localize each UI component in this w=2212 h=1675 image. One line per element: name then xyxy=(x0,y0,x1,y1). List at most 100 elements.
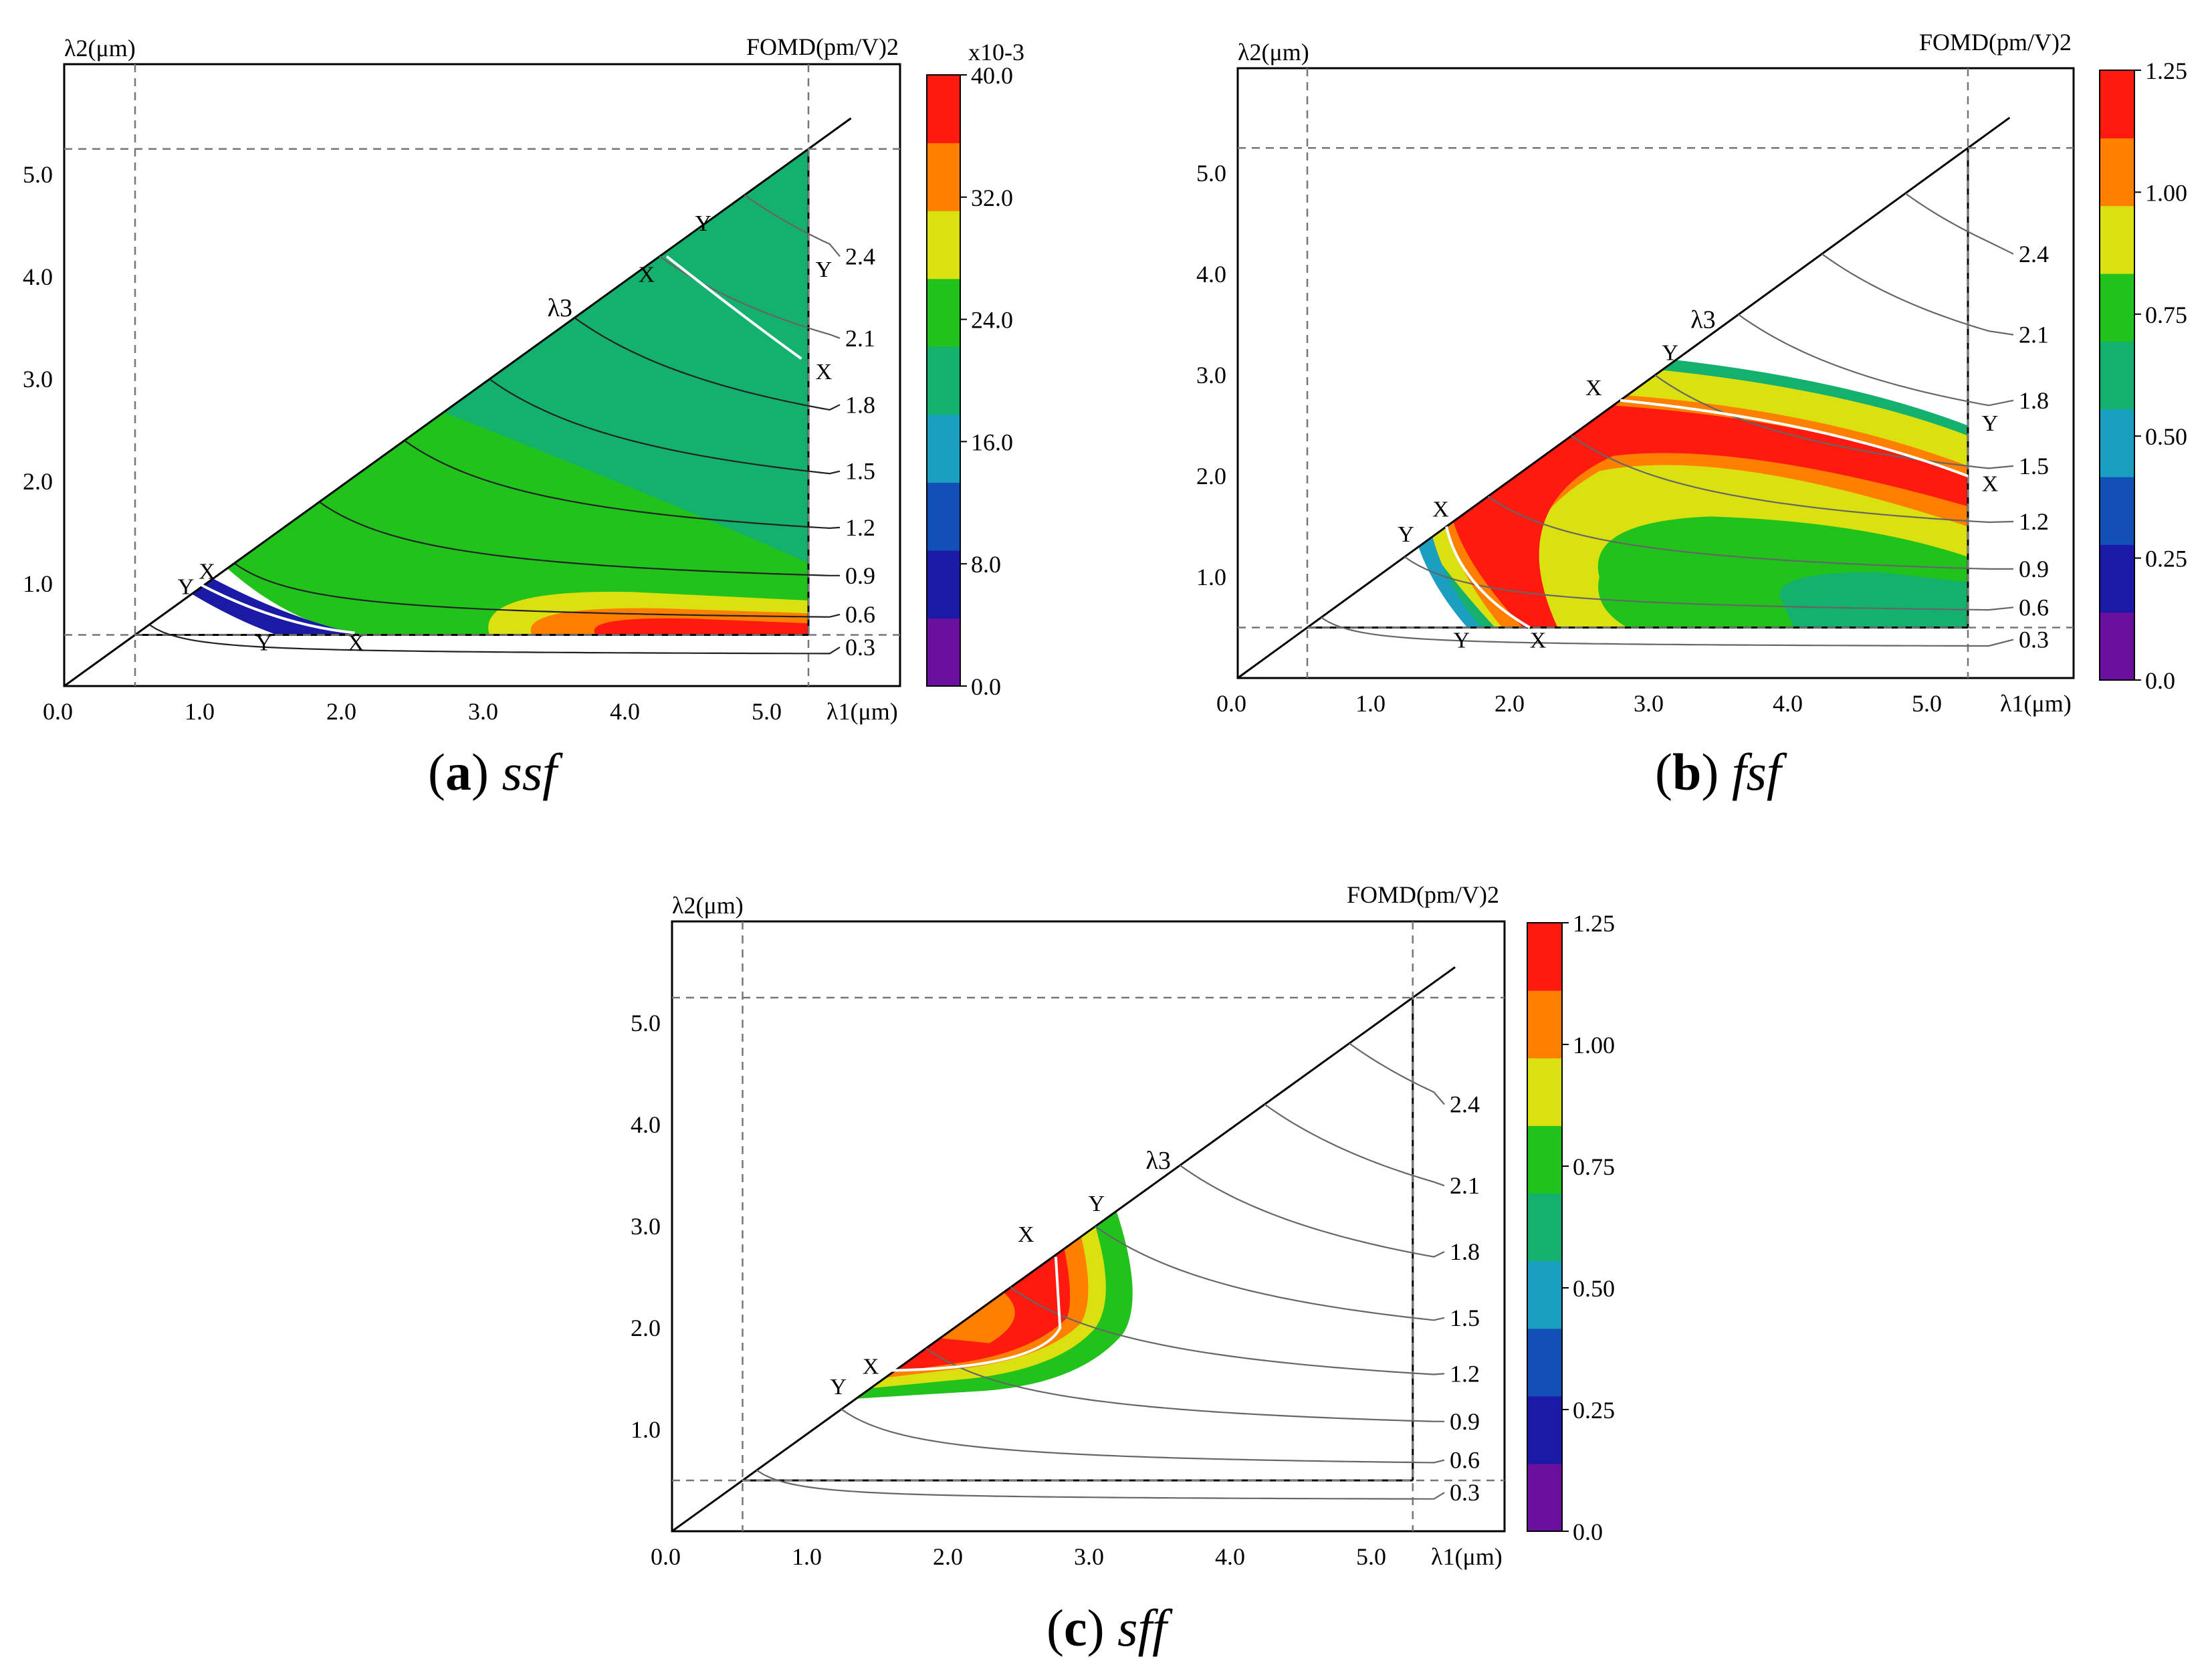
panel-b-colorbar-swatch-4 xyxy=(2100,341,2134,410)
panel-b-lambda3-contour-1_2 xyxy=(1571,435,2014,524)
panel-c-x-tick-2: 2.0 xyxy=(933,1543,963,1570)
panel-c-colorbar-swatch-5 xyxy=(1527,1125,1562,1194)
panel-b-colorbar-tick-2: 0.75 xyxy=(2145,302,2187,328)
panel-c-lambda3-contour-1_8 xyxy=(1179,1164,1445,1258)
panel-c-lambda3-contour-0_3 xyxy=(756,1469,1445,1500)
panel-b-boundary-label-5: Y xyxy=(1662,340,1678,365)
panel-c-diagonal xyxy=(671,966,1456,1533)
panel-b-colorbar-tick-0: 1.25 xyxy=(2145,58,2187,84)
panel-c-lambda3-axis-label: λ3 xyxy=(1146,1147,1171,1175)
panel-a-y-axis-label: λ2(μm) xyxy=(64,35,136,62)
panel-a-y-tick-0: 1.0 xyxy=(23,570,53,597)
caption-c-label: c xyxy=(1063,1599,1087,1657)
panel-a-colorbar-tick-0: 40.0 xyxy=(971,62,1013,89)
panel-c-y-axis-label: λ2(μm) xyxy=(672,892,744,919)
panel-c-colorbar-tick-4: 0.25 xyxy=(1573,1397,1615,1424)
panel-a-y-tick-3: 4.0 xyxy=(23,263,53,290)
panel-b-colorbar-tick-5: 0.0 xyxy=(2145,667,2175,694)
panel-a-boundary-label-0: Y xyxy=(178,574,195,599)
panel-a-fom-band-r xyxy=(594,618,808,635)
panel-c-colorbar-swatch-4 xyxy=(1527,1193,1562,1262)
panel-c-x-tick-5: 5.0 xyxy=(1356,1543,1386,1570)
panel-c-plot-frame xyxy=(671,920,1506,1533)
panel-b-colorbar-swatch-2 xyxy=(2100,477,2134,545)
panel-a-lambda3-contour-1_8 xyxy=(574,317,841,411)
panel-b-boundary-label-6: Y xyxy=(1982,411,1999,436)
panel-a-colorbar-tick-1: 32.0 xyxy=(971,185,1013,211)
panel-b-colorbar-swatch-1 xyxy=(2100,544,2134,613)
panel-c-x-boundary-curve xyxy=(883,1256,1062,1372)
panel-a-fom-band-edge xyxy=(191,578,362,635)
panel-c-lambda3-label-0_9: 0.9 xyxy=(1450,1408,1480,1435)
panel-b-fom-band-green-dark xyxy=(1779,572,1968,628)
panel-b-colorbar-tick-1: 1.00 xyxy=(2145,179,2187,206)
panel-c-y-tick-0: 1.0 xyxy=(631,1416,661,1443)
panel-c-colorbar-swatch-7 xyxy=(1527,990,1562,1058)
panel-c-lambda3-label-1_8: 1.8 xyxy=(1450,1238,1480,1265)
panel-b-x-tick-3: 3.0 xyxy=(1634,690,1664,717)
panel-a-colorbar-swatch-5 xyxy=(927,278,960,347)
panel-a-boundary-label-4: X xyxy=(639,263,655,288)
panel-c-colorbar-title: FOMD(pm/V)2 xyxy=(1347,881,1499,908)
panel-a-fom-band-blank xyxy=(135,568,362,635)
panel-c-colorbar-swatch-6 xyxy=(1527,1058,1562,1126)
panel-c-y-tick-3: 4.0 xyxy=(631,1111,661,1138)
panel-b-x-boundary-curve xyxy=(1445,399,1969,629)
caption-a-label: a xyxy=(445,743,471,801)
panel-a-boundary-label-5: Y xyxy=(695,211,711,236)
caption-a-name: ssf xyxy=(502,743,557,801)
panel-b-y-tick-0: 1.0 xyxy=(1196,564,1226,590)
panel-c-x-axis-label: λ1(μm) xyxy=(1431,1543,1503,1570)
panel-b-lambda3-contour-0_6 xyxy=(1404,556,2014,611)
panel-b-colorbar-swatch-6 xyxy=(2100,205,2134,274)
panel-a-colorbar-title: FOMD(pm/V)2 xyxy=(746,33,899,60)
panel-c-colorbar-tick-2: 0.75 xyxy=(1573,1153,1615,1180)
panel-b-x-axis-label: λ1(μm) xyxy=(2000,690,2072,717)
panel-b-colorbar-swatch-7 xyxy=(2100,138,2134,207)
panel-b-boundary-label-1: X xyxy=(1432,497,1449,522)
caption-b: (b) fsf xyxy=(1655,743,1781,801)
panel-c-x-tick-4: 4.0 xyxy=(1215,1543,1245,1570)
panel-c-colorbar-frame xyxy=(1527,922,1563,1532)
panel-b-lambda3-contour-2_1 xyxy=(1821,253,2014,336)
panel-b-lambda3-label-2_4: 2.4 xyxy=(2019,241,2049,267)
caption-c: (c) sff xyxy=(1046,1599,1167,1657)
panel-b-colorbar-swatch-0 xyxy=(2100,612,2134,681)
panel-b-x-tick-4: 4.0 xyxy=(1773,690,1803,717)
panel-b-y-tick-2: 3.0 xyxy=(1196,362,1226,388)
panel-b-boundary-label-3: X xyxy=(1530,629,1547,653)
panel-b-colorbar-swatch-8 xyxy=(2100,70,2134,138)
panel-a-boundary-label-7: X xyxy=(816,360,833,384)
panel-a-y-tick-1: 2.0 xyxy=(23,468,53,495)
panel-c-colorbar-swatch-1 xyxy=(1527,1395,1562,1464)
panel-b-plot-frame xyxy=(1236,67,2075,679)
panel-a-colorbar-multiplier: x10-3 xyxy=(968,39,1024,66)
panel-b-lambda3-label-0_9: 0.9 xyxy=(2019,556,2049,582)
panel-a-x-tick-2: 2.0 xyxy=(326,698,356,725)
panel-b-lambda3-contour-0_3 xyxy=(1321,617,2014,647)
panel-b-boundary-label-0: Y xyxy=(1398,522,1414,547)
panel-c-colorbar-swatch-8 xyxy=(1527,923,1562,991)
panel-a-lambda3-label-0_3: 0.3 xyxy=(845,634,875,661)
panel-a-x-tick-4: 4.0 xyxy=(610,698,640,725)
panel-a-y-tick-4: 5.0 xyxy=(23,161,53,188)
panel-c-boundary-label-1: X xyxy=(863,1354,879,1379)
panel-c-colorbar-tick-0: 1.25 xyxy=(1573,910,1615,937)
caption-c-name: sff xyxy=(1117,1599,1167,1657)
panel-b-lambda3-label-1_8: 1.8 xyxy=(2019,387,2049,414)
panel-a-x-tick-0: 0.0 xyxy=(43,698,73,725)
panel-b-fom-band-edge xyxy=(1418,536,1481,628)
panel-a-boundary-label-2: Y xyxy=(255,631,272,655)
panel-a-plot-frame xyxy=(63,63,901,687)
panel-b-boundary-label-4: X xyxy=(1585,376,1602,401)
panel-a-x-tick-1: 1.0 xyxy=(185,698,215,725)
panel-a-lambda3-contour-1_2 xyxy=(404,439,841,530)
panel-b-lambda3-contour-2_4 xyxy=(1904,193,2014,255)
panel-c-lambda3-contour-1_2 xyxy=(1010,1287,1445,1375)
panel-b-diagonal xyxy=(1237,116,2011,679)
panel-a-lambda3-contour-0_3 xyxy=(148,624,841,655)
